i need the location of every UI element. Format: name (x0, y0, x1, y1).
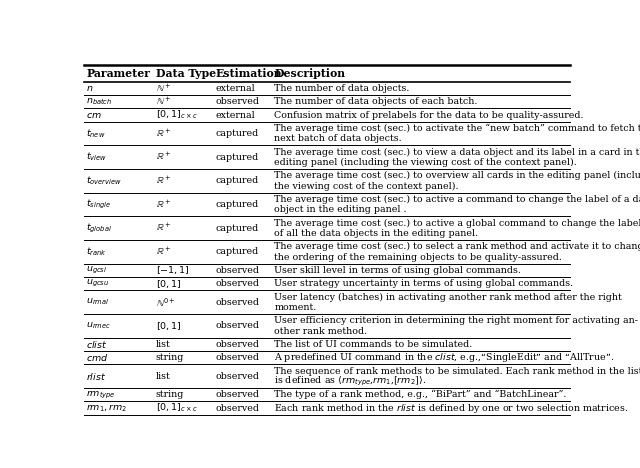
Text: observed: observed (216, 298, 259, 307)
Text: $[0,1]_{c\times c}$: $[0,1]_{c\times c}$ (156, 109, 198, 121)
Text: $t_{single}$: $t_{single}$ (86, 198, 111, 211)
Text: The number of data objects.: The number of data objects. (275, 84, 410, 93)
Text: Confusion matrix of prelabels for the data to be quality-assured.: Confusion matrix of prelabels for the da… (275, 110, 584, 120)
Text: Estimation: Estimation (216, 68, 282, 79)
Text: the viewing cost of the context panel).: the viewing cost of the context panel). (275, 182, 459, 190)
Text: User latency (batches) in activating another rank method after the right: User latency (batches) in activating ano… (275, 292, 622, 301)
Text: The average time cost (sec.) to active a command to change the label of a data: The average time cost (sec.) to active a… (275, 195, 640, 204)
Text: The sequence of rank methods to be simulated. Each rank method in the list: The sequence of rank methods to be simul… (275, 366, 640, 375)
Text: $cm$: $cm$ (86, 110, 102, 120)
Text: $t_{rank}$: $t_{rank}$ (86, 246, 108, 258)
Text: The type of a rank method, e.g., “BiPart” and “BatchLinear”.: The type of a rank method, e.g., “BiPart… (275, 390, 567, 399)
Text: $u_{gcsl}$: $u_{gcsl}$ (86, 265, 108, 276)
Text: other rank method.: other rank method. (275, 327, 367, 336)
Text: observed: observed (216, 390, 259, 399)
Text: $u_{rmal}$: $u_{rmal}$ (86, 297, 109, 307)
Text: $clist$: $clist$ (86, 339, 108, 350)
Text: User strategy uncertainty in terms of using global commands.: User strategy uncertainty in terms of us… (275, 279, 573, 288)
Text: $\mathbb{R}^+$: $\mathbb{R}^+$ (156, 175, 171, 187)
Text: $rlist$: $rlist$ (86, 371, 107, 382)
Text: $\mathbb{R}^+$: $\mathbb{R}^+$ (156, 222, 171, 234)
Text: string: string (156, 390, 184, 399)
Text: $[0,1]$: $[0,1]$ (156, 320, 182, 332)
Text: User skill level in terms of using global commands.: User skill level in terms of using globa… (275, 266, 522, 275)
Text: The average time cost (sec.) to view a data object and its label in a card in th: The average time cost (sec.) to view a d… (275, 147, 640, 157)
Text: $\mathbb{R}^+$: $\mathbb{R}^+$ (156, 151, 171, 163)
Text: string: string (156, 353, 184, 362)
Text: observed: observed (216, 266, 259, 275)
Text: observed: observed (216, 403, 259, 413)
Text: captured: captured (216, 153, 259, 162)
Text: The average time cost (sec.) to active a global command to change the labels: The average time cost (sec.) to active a… (275, 219, 640, 227)
Text: User efficiency criterion in determining the right moment for activating an-: User efficiency criterion in determining… (275, 316, 639, 325)
Text: captured: captured (216, 176, 259, 185)
Text: $rm_{type}$: $rm_{type}$ (86, 388, 116, 401)
Text: $\mathbb{N}^+$: $\mathbb{N}^+$ (156, 95, 172, 108)
Text: $cmd$: $cmd$ (86, 352, 109, 363)
Text: The average time cost (sec.) to overview all cards in the editing panel (includi: The average time cost (sec.) to overview… (275, 171, 640, 180)
Text: is defined as ⟨$rm_{type}$,$rm_1$,[$rm_2$]⟩.: is defined as ⟨$rm_{type}$,$rm_1$,[$rm_2… (275, 375, 427, 388)
Text: observed: observed (216, 322, 259, 330)
Text: observed: observed (216, 97, 259, 106)
Text: $\mathbb{R}^+$: $\mathbb{R}^+$ (156, 198, 171, 211)
Text: observed: observed (216, 279, 259, 288)
Text: The average time cost (sec.) to select a rank method and activate it to change: The average time cost (sec.) to select a… (275, 242, 640, 251)
Text: captured: captured (216, 248, 259, 256)
Text: next batch of data objects.: next batch of data objects. (275, 134, 402, 143)
Text: $n_{batch}$: $n_{batch}$ (86, 96, 113, 107)
Text: the ordering of the remaining objects to be quality-assured.: the ordering of the remaining objects to… (275, 253, 563, 262)
Text: A predefined UI command in the $clist$, e.g.,“SingleEdit” and “AllTrue”.: A predefined UI command in the $clist$, … (275, 351, 614, 364)
Text: object in the editing panel .: object in the editing panel . (275, 205, 407, 214)
Text: The average time cost (sec.) to activate the “new batch” command to fetch the: The average time cost (sec.) to activate… (275, 124, 640, 133)
Text: Parameter: Parameter (86, 68, 150, 79)
Text: $u_{rmec}$: $u_{rmec}$ (86, 321, 111, 331)
Text: captured: captured (216, 224, 259, 233)
Text: list: list (156, 372, 171, 380)
Text: Data Type: Data Type (156, 68, 216, 79)
Text: captured: captured (216, 200, 259, 209)
Text: $[0,1]_{c\times c}$: $[0,1]_{c\times c}$ (156, 402, 198, 414)
Text: observed: observed (216, 372, 259, 380)
Text: list: list (156, 340, 171, 349)
Text: $u_{gcsu}$: $u_{gcsu}$ (86, 278, 109, 289)
Text: $n$: $n$ (86, 84, 94, 93)
Text: captured: captured (216, 129, 259, 138)
Text: Description: Description (275, 68, 346, 79)
Text: $\mathbb{R}^+$: $\mathbb{R}^+$ (156, 246, 171, 258)
Text: external: external (216, 110, 255, 120)
Text: $t_{overview}$: $t_{overview}$ (86, 175, 122, 187)
Text: moment.: moment. (275, 303, 317, 312)
Text: $t_{new}$: $t_{new}$ (86, 127, 106, 140)
Text: observed: observed (216, 340, 259, 349)
Text: observed: observed (216, 353, 259, 362)
Text: Each rank method in the $rlist$ is defined by one or two selection matrices.: Each rank method in the $rlist$ is defin… (275, 402, 628, 415)
Text: of all the data objects in the editing panel.: of all the data objects in the editing p… (275, 229, 479, 238)
Text: $t_{global}$: $t_{global}$ (86, 222, 113, 235)
Text: $[-1,1]$: $[-1,1]$ (156, 264, 189, 277)
Text: The number of data objects of each batch.: The number of data objects of each batch… (275, 97, 478, 106)
Text: external: external (216, 84, 255, 93)
Text: The list of UI commands to be simulated.: The list of UI commands to be simulated. (275, 340, 473, 349)
Text: $[0,1]$: $[0,1]$ (156, 278, 182, 290)
Text: $\mathbb{N}^{0+}$: $\mathbb{N}^{0+}$ (156, 296, 175, 308)
Text: editing panel (including the viewing cost of the context panel).: editing panel (including the viewing cos… (275, 158, 577, 167)
Text: $\mathbb{R}^+$: $\mathbb{R}^+$ (156, 127, 171, 140)
Text: $rm_1, rm_2$: $rm_1, rm_2$ (86, 402, 127, 414)
Text: $t_{view}$: $t_{view}$ (86, 151, 108, 163)
Text: $\mathbb{N}^+$: $\mathbb{N}^+$ (156, 82, 172, 95)
